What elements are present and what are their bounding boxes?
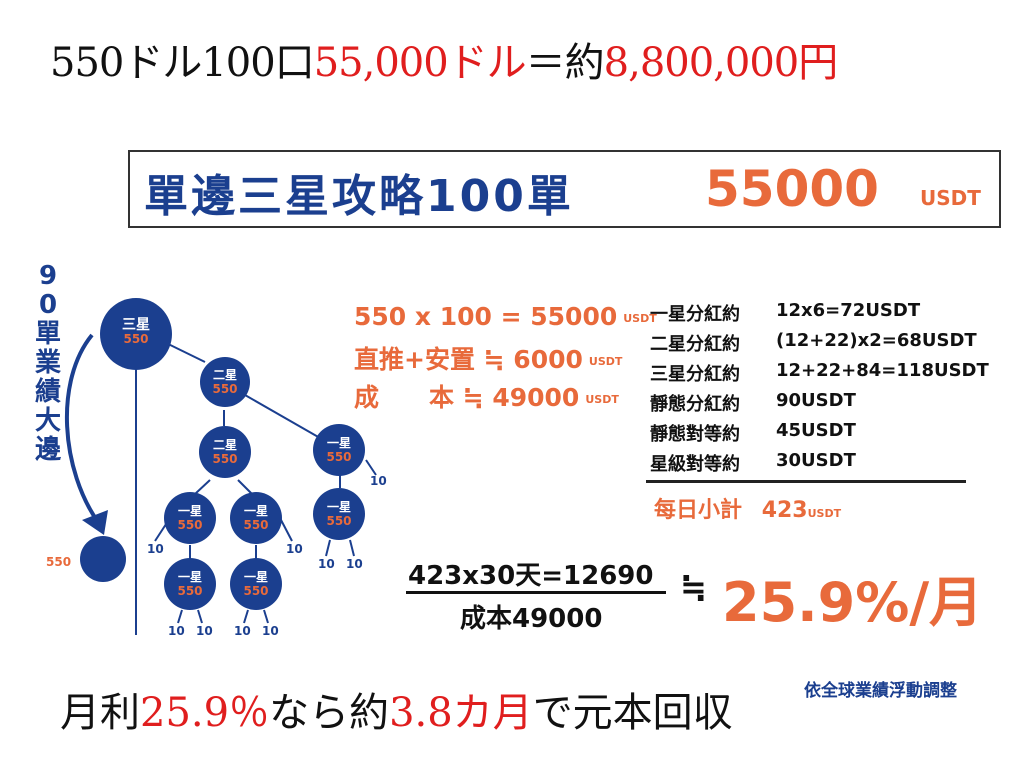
node-level: 一星 bbox=[177, 570, 202, 584]
top-heading-part1: 550ドル100口 bbox=[50, 40, 315, 86]
calc-row-2: 直推+安置 ≒ 6000 USDT bbox=[354, 340, 622, 376]
node-level: 一星 bbox=[177, 504, 202, 518]
daily-unit: USDT bbox=[807, 507, 842, 520]
leaf-value: 10 bbox=[370, 474, 387, 488]
node-value: 550 bbox=[326, 514, 352, 528]
bonus-row: 靜態對等約 45USDT bbox=[650, 420, 856, 446]
bottom-part2: 25.9％ bbox=[140, 690, 270, 736]
title-text: 單邊三星攻略100單 bbox=[144, 171, 574, 222]
bonus-name: 一星分紅約 bbox=[650, 304, 740, 325]
bonus-value: 90USDT bbox=[776, 390, 856, 411]
tree-node-n1: 二星 550 bbox=[200, 357, 250, 407]
bonus-value: 30USDT bbox=[776, 450, 856, 471]
calc-unit: USDT bbox=[588, 354, 623, 368]
node-value: 550 bbox=[123, 332, 149, 346]
top-heading-part3: ＝約 bbox=[525, 40, 605, 86]
bonus-name: 二星分紅約 bbox=[650, 334, 740, 355]
bonus-value: 12x6=72USDT bbox=[776, 300, 921, 321]
bottom-part4: 3.8カ月 bbox=[389, 690, 533, 736]
bonus-divider bbox=[646, 480, 966, 483]
node-value: 550 bbox=[243, 584, 269, 598]
bonus-name: 靜態分紅約 bbox=[650, 394, 740, 415]
title-box: 單邊三星攻略100單 55000 USDT bbox=[128, 150, 1001, 228]
approx-symbol: ≒ bbox=[680, 568, 707, 606]
node-level: 一星 bbox=[326, 436, 351, 450]
bottom-part1: 月利 bbox=[60, 690, 140, 736]
node-value: 550 bbox=[212, 452, 238, 466]
daily-value: 423 bbox=[761, 498, 808, 523]
leaf-value: 10 bbox=[147, 542, 164, 556]
leaf-value: 10 bbox=[346, 557, 363, 571]
bottom-part3: なら約 bbox=[269, 690, 390, 736]
node-level: 三星 bbox=[122, 317, 150, 333]
node-level: 二星 bbox=[212, 438, 237, 452]
node-value: 550 bbox=[177, 518, 203, 532]
calc-unit: USDT bbox=[623, 311, 657, 325]
monthly-result: 25.9%/月 bbox=[722, 571, 984, 634]
leaf-value: 10 bbox=[196, 624, 213, 638]
node-level: 一星 bbox=[326, 500, 351, 514]
adjustment-note: 依全球業績浮動調整 bbox=[804, 681, 957, 701]
tree-node-n5: 一星 550 bbox=[313, 424, 365, 476]
leaf-value: 10 bbox=[286, 542, 303, 556]
bonus-name: 三星分紅約 bbox=[650, 364, 740, 385]
node-value: 550 bbox=[326, 450, 352, 464]
leaf-value: 10 bbox=[318, 557, 335, 571]
calc-unit: USDT bbox=[585, 392, 619, 406]
fraction-line bbox=[406, 591, 666, 594]
bonus-value: (12+22)x2=68USDT bbox=[776, 330, 977, 351]
bonus-row: 靜態分紅約 90USDT bbox=[650, 390, 856, 416]
big-side-node bbox=[80, 536, 126, 582]
node-value: 550 bbox=[177, 584, 203, 598]
bonus-name: 靜態對等約 bbox=[650, 424, 740, 445]
tree-node-n4: 一星 550 bbox=[230, 492, 282, 544]
leaf-value: 10 bbox=[262, 624, 279, 638]
title-unit: USDT bbox=[920, 186, 981, 210]
bottom-part5: で元本回収 bbox=[532, 690, 733, 736]
bonus-value: 12+22+84=118USDT bbox=[776, 360, 989, 381]
calc-label: 直推+安置 ≒ 6000 bbox=[354, 345, 583, 374]
bonus-row: 一星分紅約 12x6=72USDT bbox=[650, 300, 920, 326]
leaf-value: 10 bbox=[234, 624, 251, 638]
tree-node-n8: 一星 550 bbox=[313, 488, 365, 540]
calc-row-1: 550 x 100 = 55000 USDT bbox=[354, 302, 657, 331]
tree-node-n3: 一星 550 bbox=[164, 492, 216, 544]
bottom-heading: 月利25.9％なら約3.8カ月で元本回収 bbox=[60, 680, 733, 738]
tree-node-root: 三星 550 bbox=[100, 298, 172, 370]
big-side-value: 550 bbox=[46, 555, 72, 569]
node-level: 一星 bbox=[243, 570, 268, 584]
bonus-row: 星級對等約 30USDT bbox=[650, 450, 856, 476]
node-level: 一星 bbox=[243, 504, 268, 518]
calc-row-3: 成 本 ≒ 49000 USDT bbox=[354, 378, 619, 414]
tree-node-n2: 二星 550 bbox=[199, 426, 251, 478]
daily-subtotal: 每日小計 423USDT bbox=[654, 492, 841, 524]
top-heading-part4: 8,800,000円 bbox=[603, 40, 839, 86]
calc-label: 550 x 100 = 55000 bbox=[354, 302, 618, 331]
bonus-value: 45USDT bbox=[776, 420, 856, 441]
bonus-row: 二星分紅約 (12+22)x2=68USDT bbox=[650, 330, 977, 356]
title-amount: 55000 bbox=[705, 160, 879, 218]
side-label: 90單業績大邊 bbox=[30, 262, 66, 465]
node-level: 二星 bbox=[212, 368, 237, 382]
node-value: 550 bbox=[212, 382, 238, 396]
side-label-text: 90單業績大邊 bbox=[34, 261, 61, 465]
node-value: 550 bbox=[243, 518, 269, 532]
tree-node-n6: 一星 550 bbox=[164, 558, 216, 610]
tree-node-n7: 一星 550 bbox=[230, 558, 282, 610]
daily-label: 每日小計 bbox=[654, 498, 743, 523]
bonus-row: 三星分紅約 12+22+84=118USDT bbox=[650, 360, 989, 386]
bonus-name: 星級對等約 bbox=[650, 454, 740, 475]
fraction-denominator: 成本49000 bbox=[460, 604, 603, 634]
calc-label: 成 本 ≒ 49000 bbox=[354, 383, 580, 412]
top-heading-part2: 55,000ドル bbox=[313, 40, 527, 86]
fraction-numerator: 423x30天=12690 bbox=[408, 561, 654, 591]
leaf-value: 10 bbox=[168, 624, 185, 638]
top-heading: 550ドル100口55,000ドル＝約8,800,000円 bbox=[50, 30, 839, 88]
